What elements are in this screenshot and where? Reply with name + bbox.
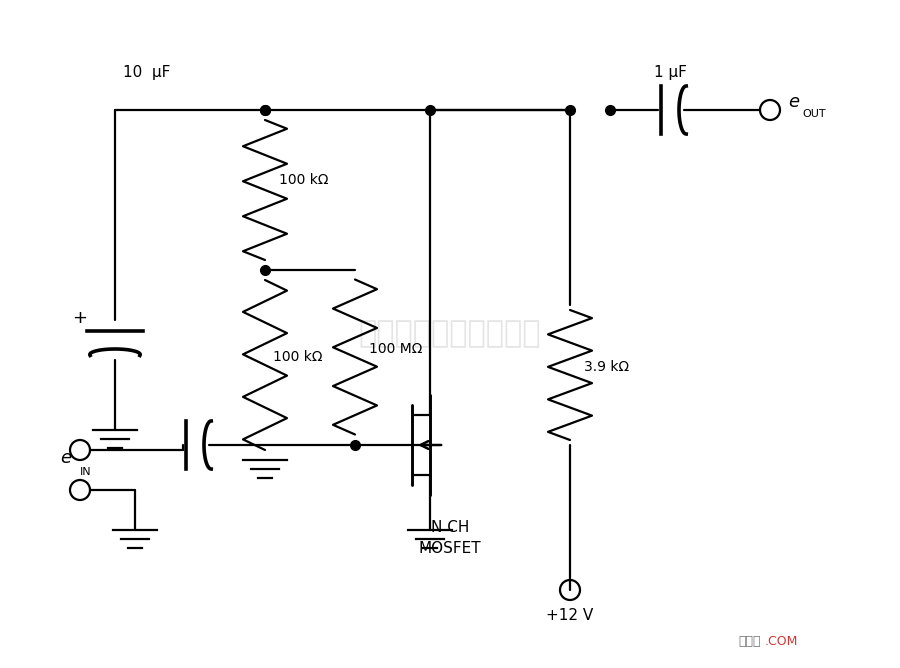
Text: N CH
MOSFET: N CH MOSFET	[418, 520, 482, 556]
Text: .COM: .COM	[765, 635, 798, 648]
Text: $e$: $e$	[788, 93, 800, 111]
Text: $e$: $e$	[60, 449, 72, 467]
Text: 1 μF: 1 μF	[653, 65, 687, 79]
Text: 100 kΩ: 100 kΩ	[273, 350, 322, 364]
Text: 100 kΩ: 100 kΩ	[279, 173, 328, 187]
Text: +12 V: +12 V	[546, 609, 594, 623]
Text: 接线图: 接线图	[738, 635, 760, 648]
Text: IN: IN	[80, 467, 92, 477]
Text: 10  μF: 10 μF	[123, 65, 170, 79]
Text: OUT: OUT	[802, 109, 825, 119]
Text: 3.9 kΩ: 3.9 kΩ	[584, 360, 629, 374]
Text: 100 MΩ: 100 MΩ	[369, 342, 422, 356]
Text: +: +	[73, 309, 87, 327]
Text: 杭州将睿科技有限公司: 杭州将睿科技有限公司	[359, 319, 541, 349]
